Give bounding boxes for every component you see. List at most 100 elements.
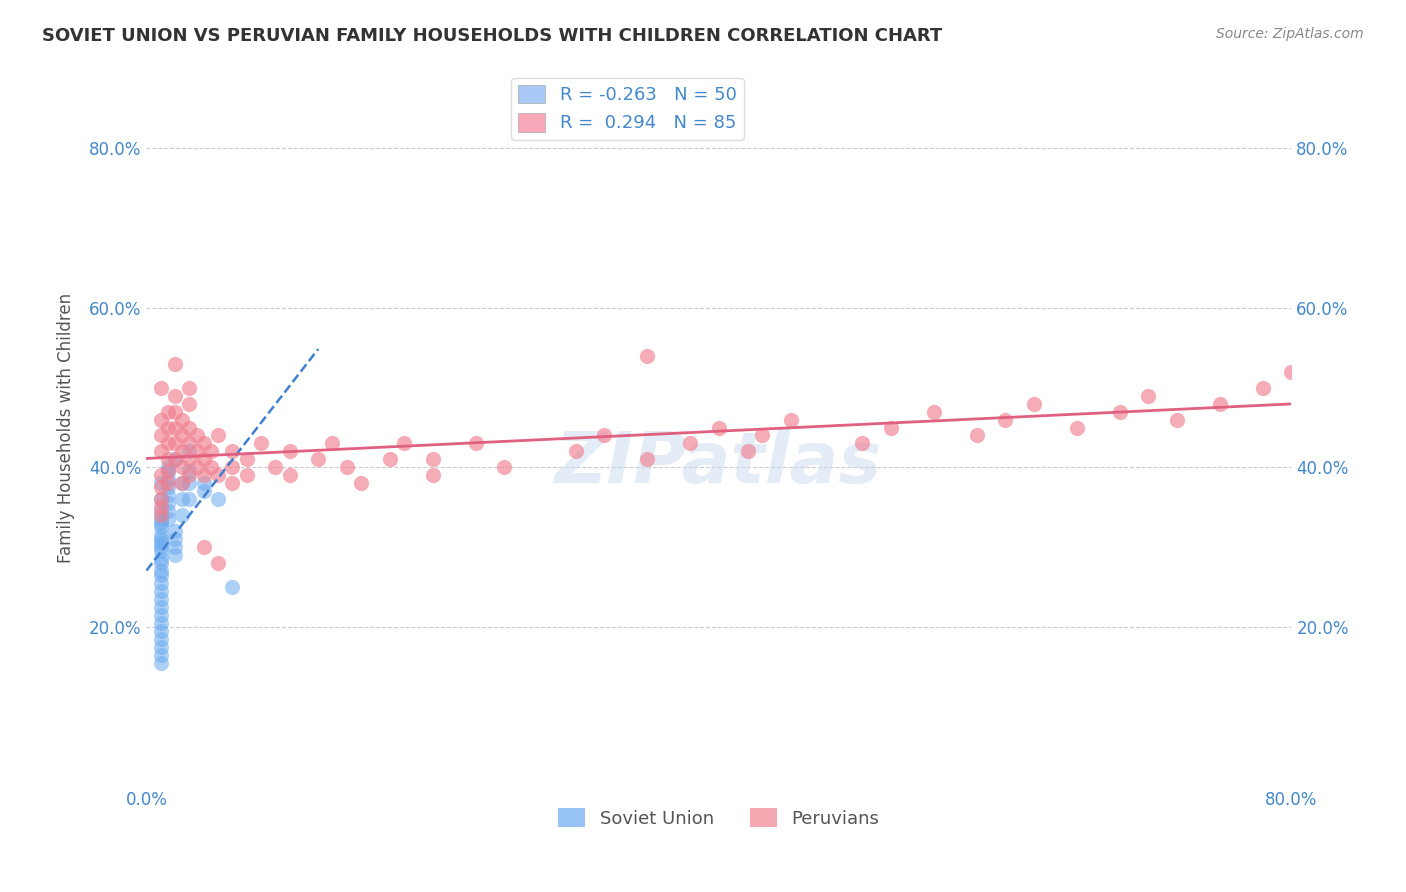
Point — [149, 492, 172, 507]
Point — [165, 524, 187, 539]
Point — [156, 496, 179, 510]
Point — [565, 444, 588, 458]
Point — [200, 444, 222, 458]
Point — [149, 592, 172, 607]
Point — [149, 576, 172, 591]
Point — [149, 516, 172, 531]
Point — [179, 464, 201, 478]
Point — [165, 404, 187, 418]
Point — [156, 464, 179, 478]
Point — [994, 412, 1017, 426]
Point — [193, 436, 215, 450]
Text: Source: ZipAtlas.com: Source: ZipAtlas.com — [1216, 27, 1364, 41]
Point — [1166, 412, 1188, 426]
Point — [235, 452, 257, 467]
Point — [179, 396, 201, 410]
Point — [207, 428, 229, 442]
Point — [149, 520, 172, 534]
Point — [172, 412, 194, 426]
Point — [494, 460, 516, 475]
Point — [1108, 404, 1130, 418]
Point — [149, 656, 172, 670]
Point — [156, 452, 179, 467]
Point — [422, 468, 444, 483]
Point — [149, 508, 172, 523]
Point — [165, 540, 187, 554]
Point — [179, 420, 201, 434]
Point — [172, 428, 194, 442]
Point — [422, 452, 444, 467]
Point — [165, 388, 187, 402]
Point — [149, 428, 172, 442]
Point — [679, 436, 702, 450]
Point — [186, 444, 208, 458]
Point — [172, 476, 194, 491]
Point — [172, 476, 194, 491]
Point — [1022, 396, 1045, 410]
Point — [149, 568, 172, 582]
Point — [149, 504, 172, 518]
Point — [156, 480, 179, 494]
Point — [179, 452, 201, 467]
Point — [165, 436, 187, 450]
Point — [165, 548, 187, 562]
Point — [737, 444, 759, 458]
Point — [149, 632, 172, 646]
Point — [149, 468, 172, 483]
Point — [156, 476, 179, 491]
Point — [193, 476, 215, 491]
Point — [966, 428, 988, 442]
Point — [165, 452, 187, 467]
Point — [636, 452, 658, 467]
Point — [149, 492, 172, 507]
Point — [156, 404, 179, 418]
Point — [193, 540, 215, 554]
Point — [165, 420, 187, 434]
Point — [193, 452, 215, 467]
Point — [1251, 381, 1274, 395]
Point — [149, 528, 172, 542]
Point — [207, 492, 229, 507]
Point — [149, 512, 172, 526]
Point — [165, 532, 187, 546]
Point — [207, 556, 229, 570]
Point — [636, 349, 658, 363]
Point — [172, 492, 194, 507]
Legend: Soviet Union, Peruvians: Soviet Union, Peruvians — [551, 801, 887, 835]
Point — [172, 460, 194, 475]
Point — [149, 648, 172, 662]
Point — [156, 420, 179, 434]
Point — [149, 640, 172, 654]
Point — [179, 444, 201, 458]
Point — [321, 436, 343, 450]
Point — [186, 460, 208, 475]
Point — [179, 476, 201, 491]
Point — [1137, 388, 1160, 402]
Point — [186, 428, 208, 442]
Text: SOVIET UNION VS PERUVIAN FAMILY HOUSEHOLDS WITH CHILDREN CORRELATION CHART: SOVIET UNION VS PERUVIAN FAMILY HOUSEHOL… — [42, 27, 942, 45]
Point — [278, 468, 301, 483]
Point — [350, 476, 373, 491]
Point — [179, 436, 201, 450]
Point — [1066, 420, 1088, 434]
Point — [1209, 396, 1232, 410]
Point — [156, 436, 179, 450]
Point — [221, 460, 243, 475]
Point — [149, 556, 172, 570]
Point — [149, 584, 172, 599]
Point — [250, 436, 273, 450]
Point — [149, 480, 172, 494]
Point — [336, 460, 359, 475]
Text: ZIPatlas: ZIPatlas — [555, 429, 883, 498]
Point — [179, 468, 201, 483]
Point — [278, 444, 301, 458]
Point — [149, 532, 172, 546]
Point — [149, 500, 172, 515]
Point — [707, 420, 730, 434]
Point — [779, 412, 801, 426]
Point — [149, 444, 172, 458]
Point — [221, 476, 243, 491]
Point — [593, 428, 616, 442]
Point — [179, 381, 201, 395]
Point — [156, 464, 179, 478]
